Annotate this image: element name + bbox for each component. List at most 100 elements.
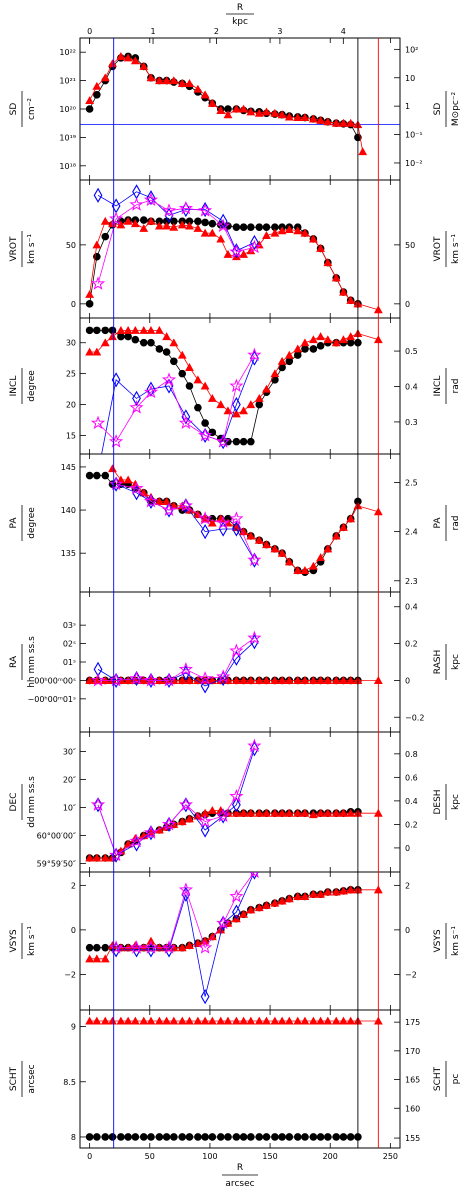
data-point-red	[108, 332, 117, 341]
data-point-magenta	[247, 239, 262, 254]
y2-label-group: SD M⊙pc⁻²	[433, 91, 461, 127]
y2-tick-label: 50	[405, 241, 415, 250]
y-label-group: RA hh mm ss.s	[9, 636, 37, 688]
data-point-red	[130, 219, 140, 228]
data-point-black	[147, 338, 155, 347]
data-point-red	[216, 514, 226, 523]
data-point-red	[146, 1016, 156, 1025]
kpc-tick-label: 3	[277, 27, 282, 36]
data-point-black	[271, 223, 279, 231]
data-point-red	[154, 676, 164, 684]
y2-tick-label: 1	[405, 102, 410, 111]
data-point-red	[207, 806, 217, 814]
y2-label-group: DESH kpc	[433, 784, 461, 820]
data-point-magenta	[198, 428, 213, 442]
data-point-black	[117, 1133, 125, 1141]
data-point-magenta	[229, 378, 244, 393]
data-point-red	[262, 107, 271, 116]
y2-tick-label: 170	[405, 1047, 420, 1056]
data-point-black	[309, 1133, 318, 1141]
panel-incl: 15 20 25 30 0.3 0.4 0.5 INCL degree INCL rad	[9, 317, 461, 455]
data-point-red	[262, 1016, 271, 1025]
data-point-red	[270, 228, 280, 237]
data-point-blue	[218, 670, 228, 687]
y2-tick-label: 0.2	[405, 640, 418, 649]
data-point-magenta	[247, 738, 262, 753]
data-point-red	[316, 332, 326, 341]
panel-scht: 8 8.5 9 155 160 165 170 175 SCHT arcsec SCHT pc	[9, 1009, 461, 1149]
y2-label: SD	[433, 103, 443, 116]
y2-unit: pc	[451, 1074, 461, 1085]
data-point-magenta	[178, 498, 193, 512]
data-point-blue	[93, 187, 103, 203]
data-point-black	[139, 216, 148, 224]
data-point-black	[85, 300, 94, 308]
data-point-magenta	[161, 940, 177, 954]
data-point-black	[346, 1133, 355, 1141]
y2-unit: km s⁻¹	[451, 234, 461, 264]
data-point-red	[254, 903, 264, 912]
data-point-red	[123, 1016, 133, 1025]
y-label-group: VSYS km s⁻¹	[9, 923, 37, 959]
data-point-red	[185, 363, 194, 371]
data-point-red	[254, 393, 264, 402]
data-point-red	[85, 347, 95, 356]
data-point-red	[139, 488, 149, 497]
data-point-red	[146, 325, 156, 334]
data-point-red	[207, 228, 217, 237]
data-point-red	[139, 943, 149, 952]
panel-vsys: −2 0 2 −2 0 2 VSYS km s⁻¹ VSYS km s⁻¹	[9, 871, 461, 1011]
y-label-group: SCHT arcsec	[9, 1061, 37, 1097]
data-point-red	[116, 220, 126, 229]
y-label: RA	[9, 655, 19, 668]
data-point-red	[185, 941, 194, 949]
data-point-red	[277, 896, 287, 905]
data-point-red	[185, 814, 194, 823]
series-line-blue	[97, 748, 255, 856]
data-point-red	[323, 258, 333, 267]
data-point-magenta	[178, 415, 193, 430]
y2-tick-label: 0	[405, 676, 410, 685]
data-point-magenta	[216, 808, 231, 823]
data-point-magenta	[90, 672, 106, 687]
data-point-black	[170, 1133, 178, 1141]
series-line-red	[89, 56, 364, 152]
series-line-red	[89, 220, 379, 311]
data-point-red	[316, 676, 326, 684]
data-point-magenta	[109, 476, 124, 491]
data-point-red	[316, 115, 326, 124]
data-point-red	[246, 808, 256, 817]
data-point-red	[177, 943, 187, 952]
kpc-tick-label: 0	[87, 27, 92, 36]
y-tick-label: 10″	[63, 804, 76, 813]
y2-tick-label: −2	[405, 970, 417, 979]
top-axis-unit: kpc	[232, 17, 248, 27]
y2-tick-label: 10²	[405, 45, 418, 54]
data-point-black	[155, 345, 164, 353]
data-point-blue	[250, 234, 259, 251]
y-label: INCL	[9, 376, 19, 397]
y2-unit: kpc	[451, 654, 461, 670]
data-point-red	[284, 350, 294, 359]
data-point-black	[293, 1133, 302, 1141]
kpc-tick-label: 1	[150, 27, 155, 36]
data-point-blue	[218, 213, 228, 229]
panel-plot-area	[85, 738, 383, 863]
data-point-black	[101, 232, 110, 241]
series-line-magenta	[116, 872, 255, 949]
data-point-black	[247, 1133, 255, 1141]
data-point-red	[254, 108, 264, 117]
kpc-tick-label: 2	[214, 27, 219, 36]
series-line-blue	[116, 872, 255, 997]
data-point-red	[277, 226, 287, 235]
panel-plot-area	[85, 464, 383, 576]
data-point-red	[293, 1016, 303, 1025]
data-point-black	[117, 332, 125, 341]
data-point-red	[239, 249, 249, 258]
y-unit: degree	[27, 370, 37, 402]
data-point-red	[277, 676, 287, 684]
panel-pa: 135 140 145 2.3 2.4 2.5 PA degree PA rad	[9, 453, 461, 593]
data-point-black	[162, 217, 171, 226]
y-tick-label: 30″	[63, 748, 76, 757]
y-tick-label: 20	[66, 401, 76, 410]
